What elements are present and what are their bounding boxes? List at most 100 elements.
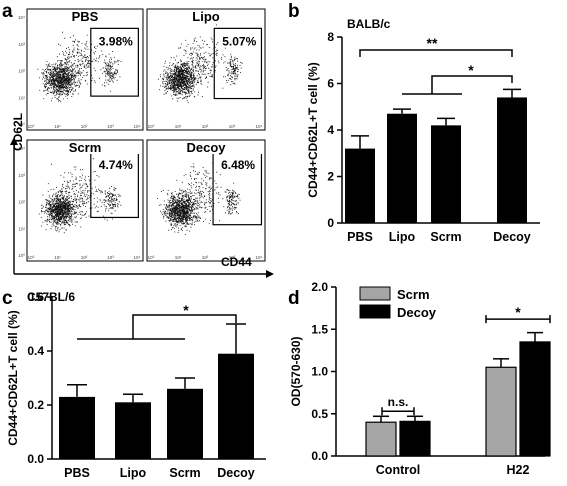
bar xyxy=(218,353,254,459)
y-tick-label: 0.0 xyxy=(311,449,328,463)
flow-dots xyxy=(37,31,122,102)
flow-plot: 6.48% Decoy 10⁰ 10¹ 10² 10³ 10⁴ xyxy=(146,139,266,262)
flow-plot-name: Decoy xyxy=(186,140,226,155)
bracket-cap xyxy=(381,407,415,416)
x-category-label: Scrm xyxy=(169,466,200,480)
gate-percentage: 6.48% xyxy=(221,158,255,172)
gate-percentage: 4.74% xyxy=(99,158,133,172)
bar xyxy=(387,113,417,223)
x-category-label: Scrm xyxy=(430,230,461,244)
bar xyxy=(399,420,431,457)
flow-x-tick: 10¹ xyxy=(54,255,61,260)
plot-header-band xyxy=(148,141,264,154)
y-tick-label: 0 xyxy=(327,216,334,230)
flow-x-tick: 10³ xyxy=(229,124,236,129)
bar xyxy=(431,125,461,223)
x-category-label: PBS xyxy=(347,230,373,244)
flow-plot-name: PBS xyxy=(72,9,99,24)
flow-plot-frame xyxy=(26,139,144,262)
bar xyxy=(345,148,375,223)
chart-od: 0.0 0.5 1.0 1.5 2.0 OD(570-630) Control H22 Scrm… xyxy=(289,280,551,477)
significance-bracket xyxy=(359,49,513,57)
flow-y-tick: 10⁴ xyxy=(18,15,25,20)
y-tick-label: 0.0 xyxy=(27,452,44,466)
gate-percentage: 3.98% xyxy=(99,34,133,48)
y-tick-label: 1.5 xyxy=(311,322,328,336)
flow-x-tick: 10¹ xyxy=(54,124,61,129)
flow-x-tick: 10³ xyxy=(107,255,114,260)
flow-dots xyxy=(38,158,122,234)
flow-y-tick: 10⁰ xyxy=(18,253,25,258)
gate-box xyxy=(90,27,139,97)
bar xyxy=(497,97,527,223)
y-axis-title: CD44+CD62L+T cell (%) xyxy=(6,310,20,445)
legend-label: Decoy xyxy=(397,305,437,320)
flow-x-tick: 10⁰ xyxy=(28,124,35,129)
flow-x-tick: 10² xyxy=(81,255,88,260)
plot-header-band xyxy=(28,10,142,23)
flow-x-tick: 10⁴ xyxy=(134,255,141,260)
flow-y-tick: 10² xyxy=(18,69,25,74)
flow-plot: 5.07%Lipo 10⁰ 10¹ 10² 10³ 10⁴ xyxy=(146,8,266,131)
flow-x-axis-label: CD44 xyxy=(221,255,252,269)
chart-title: C57BL/6 xyxy=(27,290,75,304)
bar xyxy=(485,366,517,457)
y-tick-label: 1.0 xyxy=(311,365,328,379)
significance-bracket xyxy=(132,314,237,339)
y-tick-label: 2 xyxy=(327,170,334,184)
x-category-label: Decoy xyxy=(217,466,255,480)
panel-letter-b: b xyxy=(288,1,300,22)
flow-y-tick: 10² xyxy=(18,200,25,205)
y-axis-title: OD(570-630) xyxy=(289,336,303,406)
plot-header-band xyxy=(28,141,142,154)
legend-label: Scrm xyxy=(397,287,430,302)
flow-x-tick: 10⁰ xyxy=(148,255,155,260)
x-category-label: Control xyxy=(376,463,420,477)
significance-label: * xyxy=(468,62,474,78)
flow-x-tick: 10⁰ xyxy=(148,124,155,129)
flow-x-tick: 10⁴ xyxy=(134,124,141,129)
significance-label: ** xyxy=(427,35,438,51)
flow-x-tick: 10² xyxy=(81,124,88,129)
flow-y-tick: 10³ xyxy=(18,42,25,47)
panel-letter-a: a xyxy=(2,1,13,22)
chart-title: BALB/c xyxy=(347,17,391,31)
significance-bracket xyxy=(431,75,513,94)
x-category-label: H22 xyxy=(507,463,530,477)
legend-swatch xyxy=(359,286,391,301)
flow-plot-name: Lipo xyxy=(192,9,219,24)
flow-x-tick: 10³ xyxy=(229,255,236,260)
flow-x-tick: 10² xyxy=(202,124,209,129)
flow-y-tick: 10⁰ xyxy=(18,122,25,127)
bar xyxy=(365,421,397,457)
flow-plot: 3.98%PBS 10⁰ 10¹ 10² 10³ 10⁴ 10⁰ 10¹ 10² 10³ 10⁴ xyxy=(18,8,144,131)
bar xyxy=(59,396,95,459)
flow-plot-frame xyxy=(146,139,266,262)
flow-plot-frame xyxy=(26,8,144,131)
flow-plot: 4.74% Scrm 10⁰ 10¹ 10² 10³ 10⁴ 10⁰ 10¹ 10² 10³ 10⁴ xyxy=(18,139,144,262)
x-category-label: Lipo xyxy=(389,230,416,244)
flow-y-tick: 10¹ xyxy=(18,95,25,100)
significance-label: n.s. xyxy=(388,395,409,409)
significance-label: * xyxy=(515,304,521,320)
bar xyxy=(519,341,551,457)
gate-percentage: 5.07% xyxy=(222,34,256,48)
flow-plot-name: Scrm xyxy=(69,140,102,155)
flow-x-tick: 10⁴ xyxy=(256,124,263,129)
flow-x-tick: 10⁰ xyxy=(28,255,35,260)
up-arrow-icon xyxy=(10,137,18,145)
bracket-cap xyxy=(485,315,551,324)
x-category-label: PBS xyxy=(64,466,90,480)
flow-plot-frame xyxy=(146,8,266,131)
flow-x-tick: 10¹ xyxy=(175,255,182,260)
bar xyxy=(115,402,151,459)
x-category-label: Lipo xyxy=(120,466,147,480)
y-tick-label: 4 xyxy=(327,123,334,137)
y-tick-label: 8 xyxy=(327,30,334,44)
y-tick-label: 0.6 xyxy=(27,290,44,304)
significance-label: * xyxy=(183,302,189,318)
y-tick-label: 0.2 xyxy=(27,398,44,412)
chart-balbc: 0 2 4 6 8 CD44+CD62L+T cell (%) BALB/c PBS Lipo S… xyxy=(306,17,540,244)
flow-dots xyxy=(157,24,243,103)
